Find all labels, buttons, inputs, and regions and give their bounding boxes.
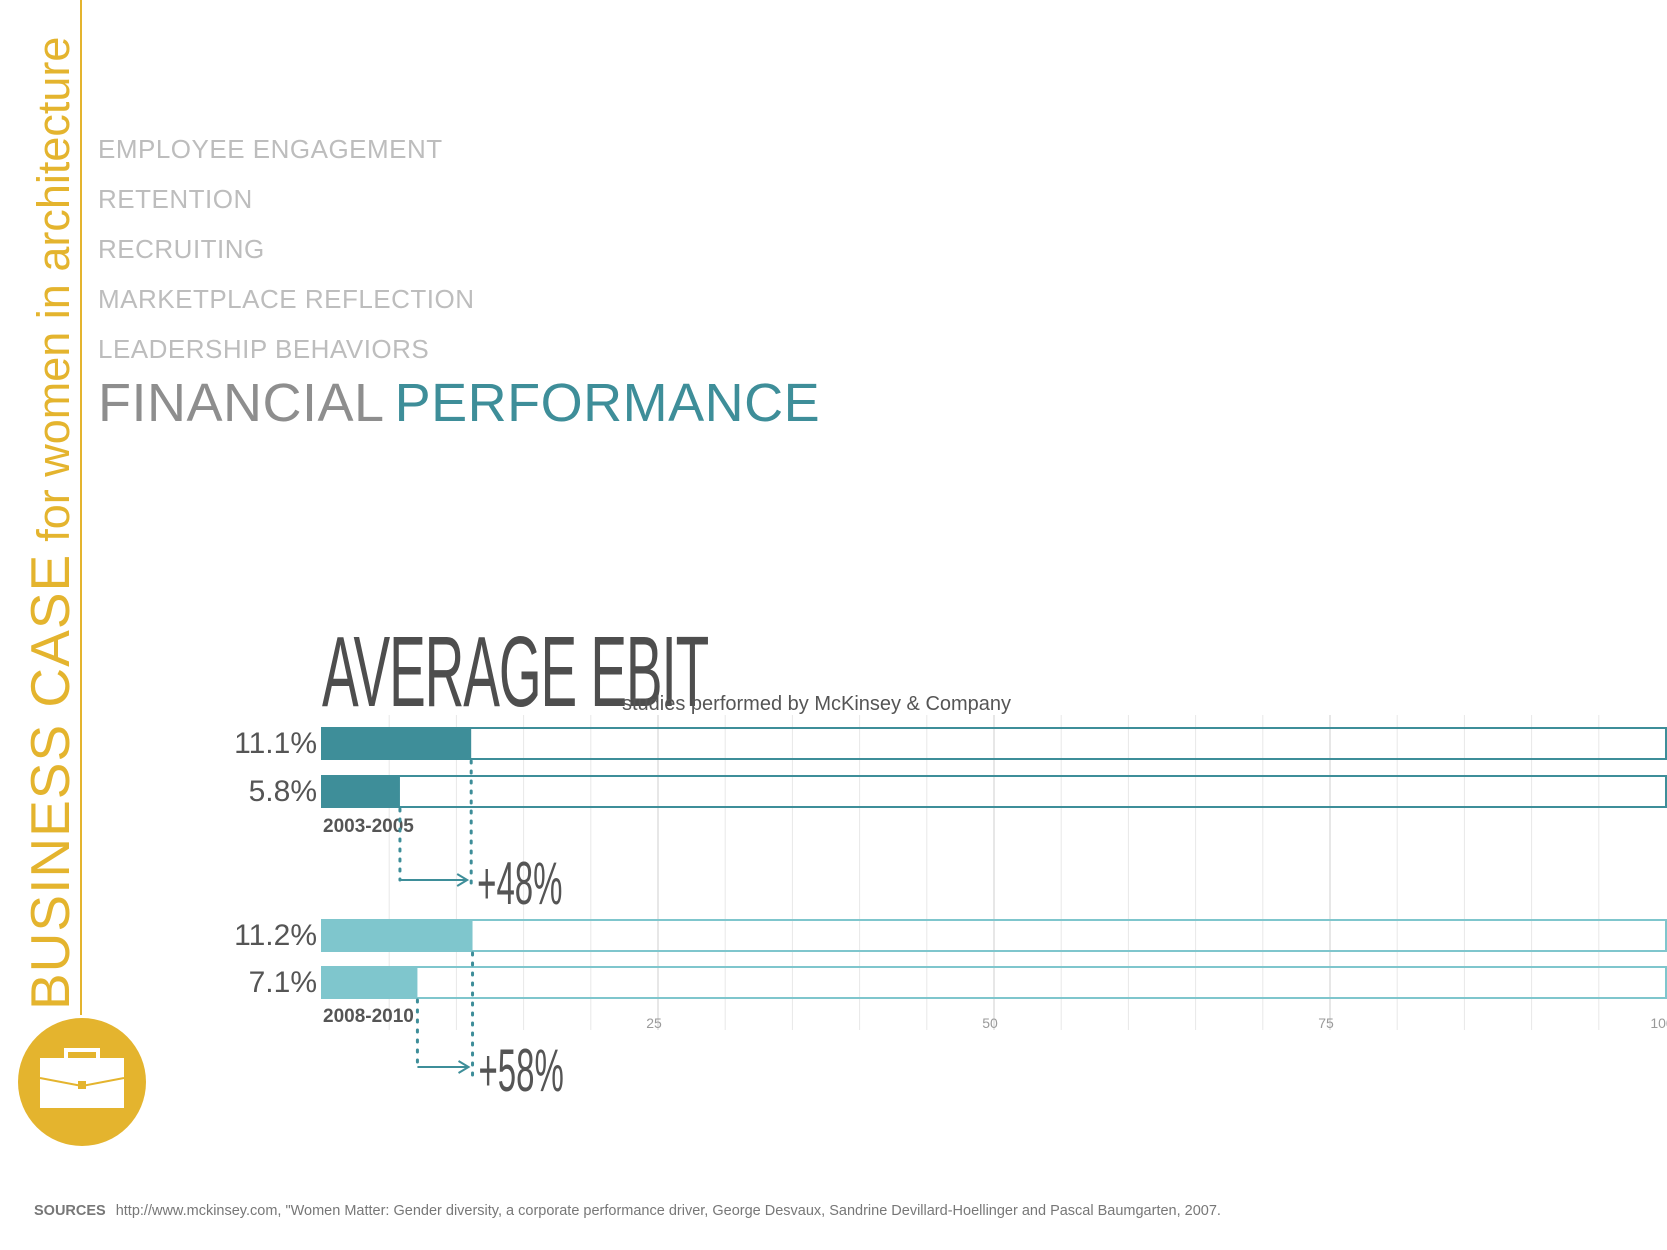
nav-leadership-behaviors: LEADERSHIP BEHAVIORS [98,334,430,364]
briefcase-badge [18,1018,146,1146]
accent-line [80,0,82,1015]
bar [322,967,418,998]
bar [322,920,473,951]
page-heading: FINANCIAL PERFORMANCE [98,372,820,434]
nav-recruiting: RECRUITING [98,234,265,264]
nav-employee-engagement: EMPLOYEE ENGAGEMENT [98,134,443,164]
period-label: 2003-2005 [323,816,414,837]
tick-label: 75 [1318,1015,1334,1031]
bar [322,728,472,759]
difference-label: +48% [477,851,562,918]
heading-part2: PERFORMANCE [394,373,821,433]
bar-value-label: 7.1% [249,966,317,999]
bar-value-label: 11.2% [234,919,317,952]
sources-label: SOURCES [34,1203,106,1219]
difference-label: +58% [479,1038,564,1105]
heading-part1: FINANCIAL [98,373,385,433]
sources-text: http://www.mckinsey.com, "Women Matter: … [115,1203,1221,1219]
tick-label: 100 [1650,1015,1667,1031]
briefcase-icon [39,1048,125,1108]
tick-label: 25 [646,1015,662,1031]
arrow-head [456,873,470,887]
bar [322,776,400,807]
ebit-chart: 25 50 75 100 11.1% 5.8% 2003-2005 +48% 11.2% 7.1%… [234,715,1667,1105]
period-label: 2008-2010 [323,1006,414,1027]
bar-value-label: 11.1% [234,727,317,760]
tick-label: 50 [982,1015,998,1031]
chart-subtitle: studies performed by McKinsey & Company [622,693,1012,715]
bar-value-label: 5.8% [249,775,317,808]
nav-marketplace-reflection: MARKETPLACE REFLECTION [98,284,475,314]
arrow-head [458,1060,471,1074]
sources-footer: SOURCES http://www.mckinsey.com, "Women M… [34,1203,1221,1219]
nav-retention: RETENTION [98,184,253,214]
chart-title: AVERAGE EBIT [322,616,709,728]
